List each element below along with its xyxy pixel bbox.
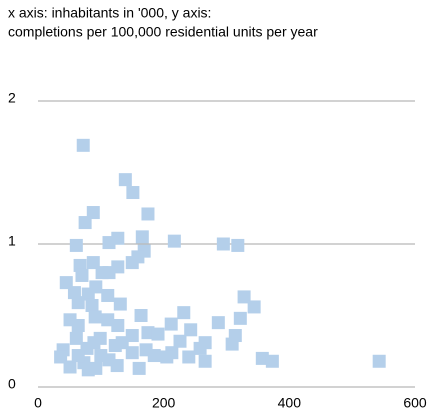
y-tick-label: 0 [8, 376, 16, 392]
point [177, 306, 191, 320]
point [173, 334, 187, 348]
point [193, 341, 207, 355]
point [110, 359, 124, 373]
point [101, 288, 115, 302]
x-tick-label: 0 [34, 395, 42, 411]
y-tick-label: 1 [8, 233, 16, 249]
point [76, 138, 90, 152]
point [88, 310, 102, 324]
point [75, 268, 89, 282]
point [63, 360, 77, 374]
point [111, 231, 125, 245]
point [111, 319, 125, 333]
point [86, 206, 100, 220]
point [126, 186, 140, 200]
x-tick-label: 200 [152, 395, 176, 411]
point [198, 354, 212, 368]
point [134, 309, 148, 322]
point [135, 230, 149, 244]
point [81, 363, 95, 377]
point [71, 349, 85, 363]
point [237, 290, 251, 304]
point [101, 313, 115, 327]
point [216, 237, 230, 251]
x-tick-label: 400 [278, 395, 302, 411]
point [113, 297, 127, 311]
y-tick-label: 2 [8, 90, 16, 106]
point [69, 331, 83, 345]
point [115, 336, 129, 350]
point [211, 316, 225, 330]
point [71, 296, 85, 310]
point [247, 300, 261, 314]
point [147, 349, 161, 363]
point [125, 329, 139, 343]
point [86, 256, 100, 270]
point [54, 350, 68, 364]
point [81, 287, 95, 301]
point [141, 326, 155, 340]
point [78, 216, 92, 230]
point [167, 234, 181, 248]
point [125, 346, 139, 360]
point [102, 266, 116, 280]
point [132, 361, 146, 375]
x-tick-label: 600 [403, 395, 427, 411]
point [151, 327, 165, 341]
point [372, 354, 386, 368]
point [59, 276, 73, 290]
point [118, 173, 132, 187]
point [182, 350, 196, 364]
point [160, 350, 174, 364]
point [67, 286, 81, 300]
point [63, 313, 77, 327]
point [125, 256, 139, 270]
point [184, 323, 198, 337]
point [265, 354, 279, 368]
point [87, 336, 101, 350]
chart-subtitle: completions per 100,000 residential unit… [8, 24, 318, 40]
point [255, 351, 269, 365]
point [141, 207, 155, 221]
point [231, 238, 245, 252]
chart-title: x axis: inhabitants in '000, y axis: [8, 5, 211, 21]
point [85, 298, 99, 312]
point [69, 238, 83, 252]
point [225, 337, 239, 351]
point [73, 258, 87, 272]
point [233, 311, 247, 325]
point [164, 317, 178, 331]
